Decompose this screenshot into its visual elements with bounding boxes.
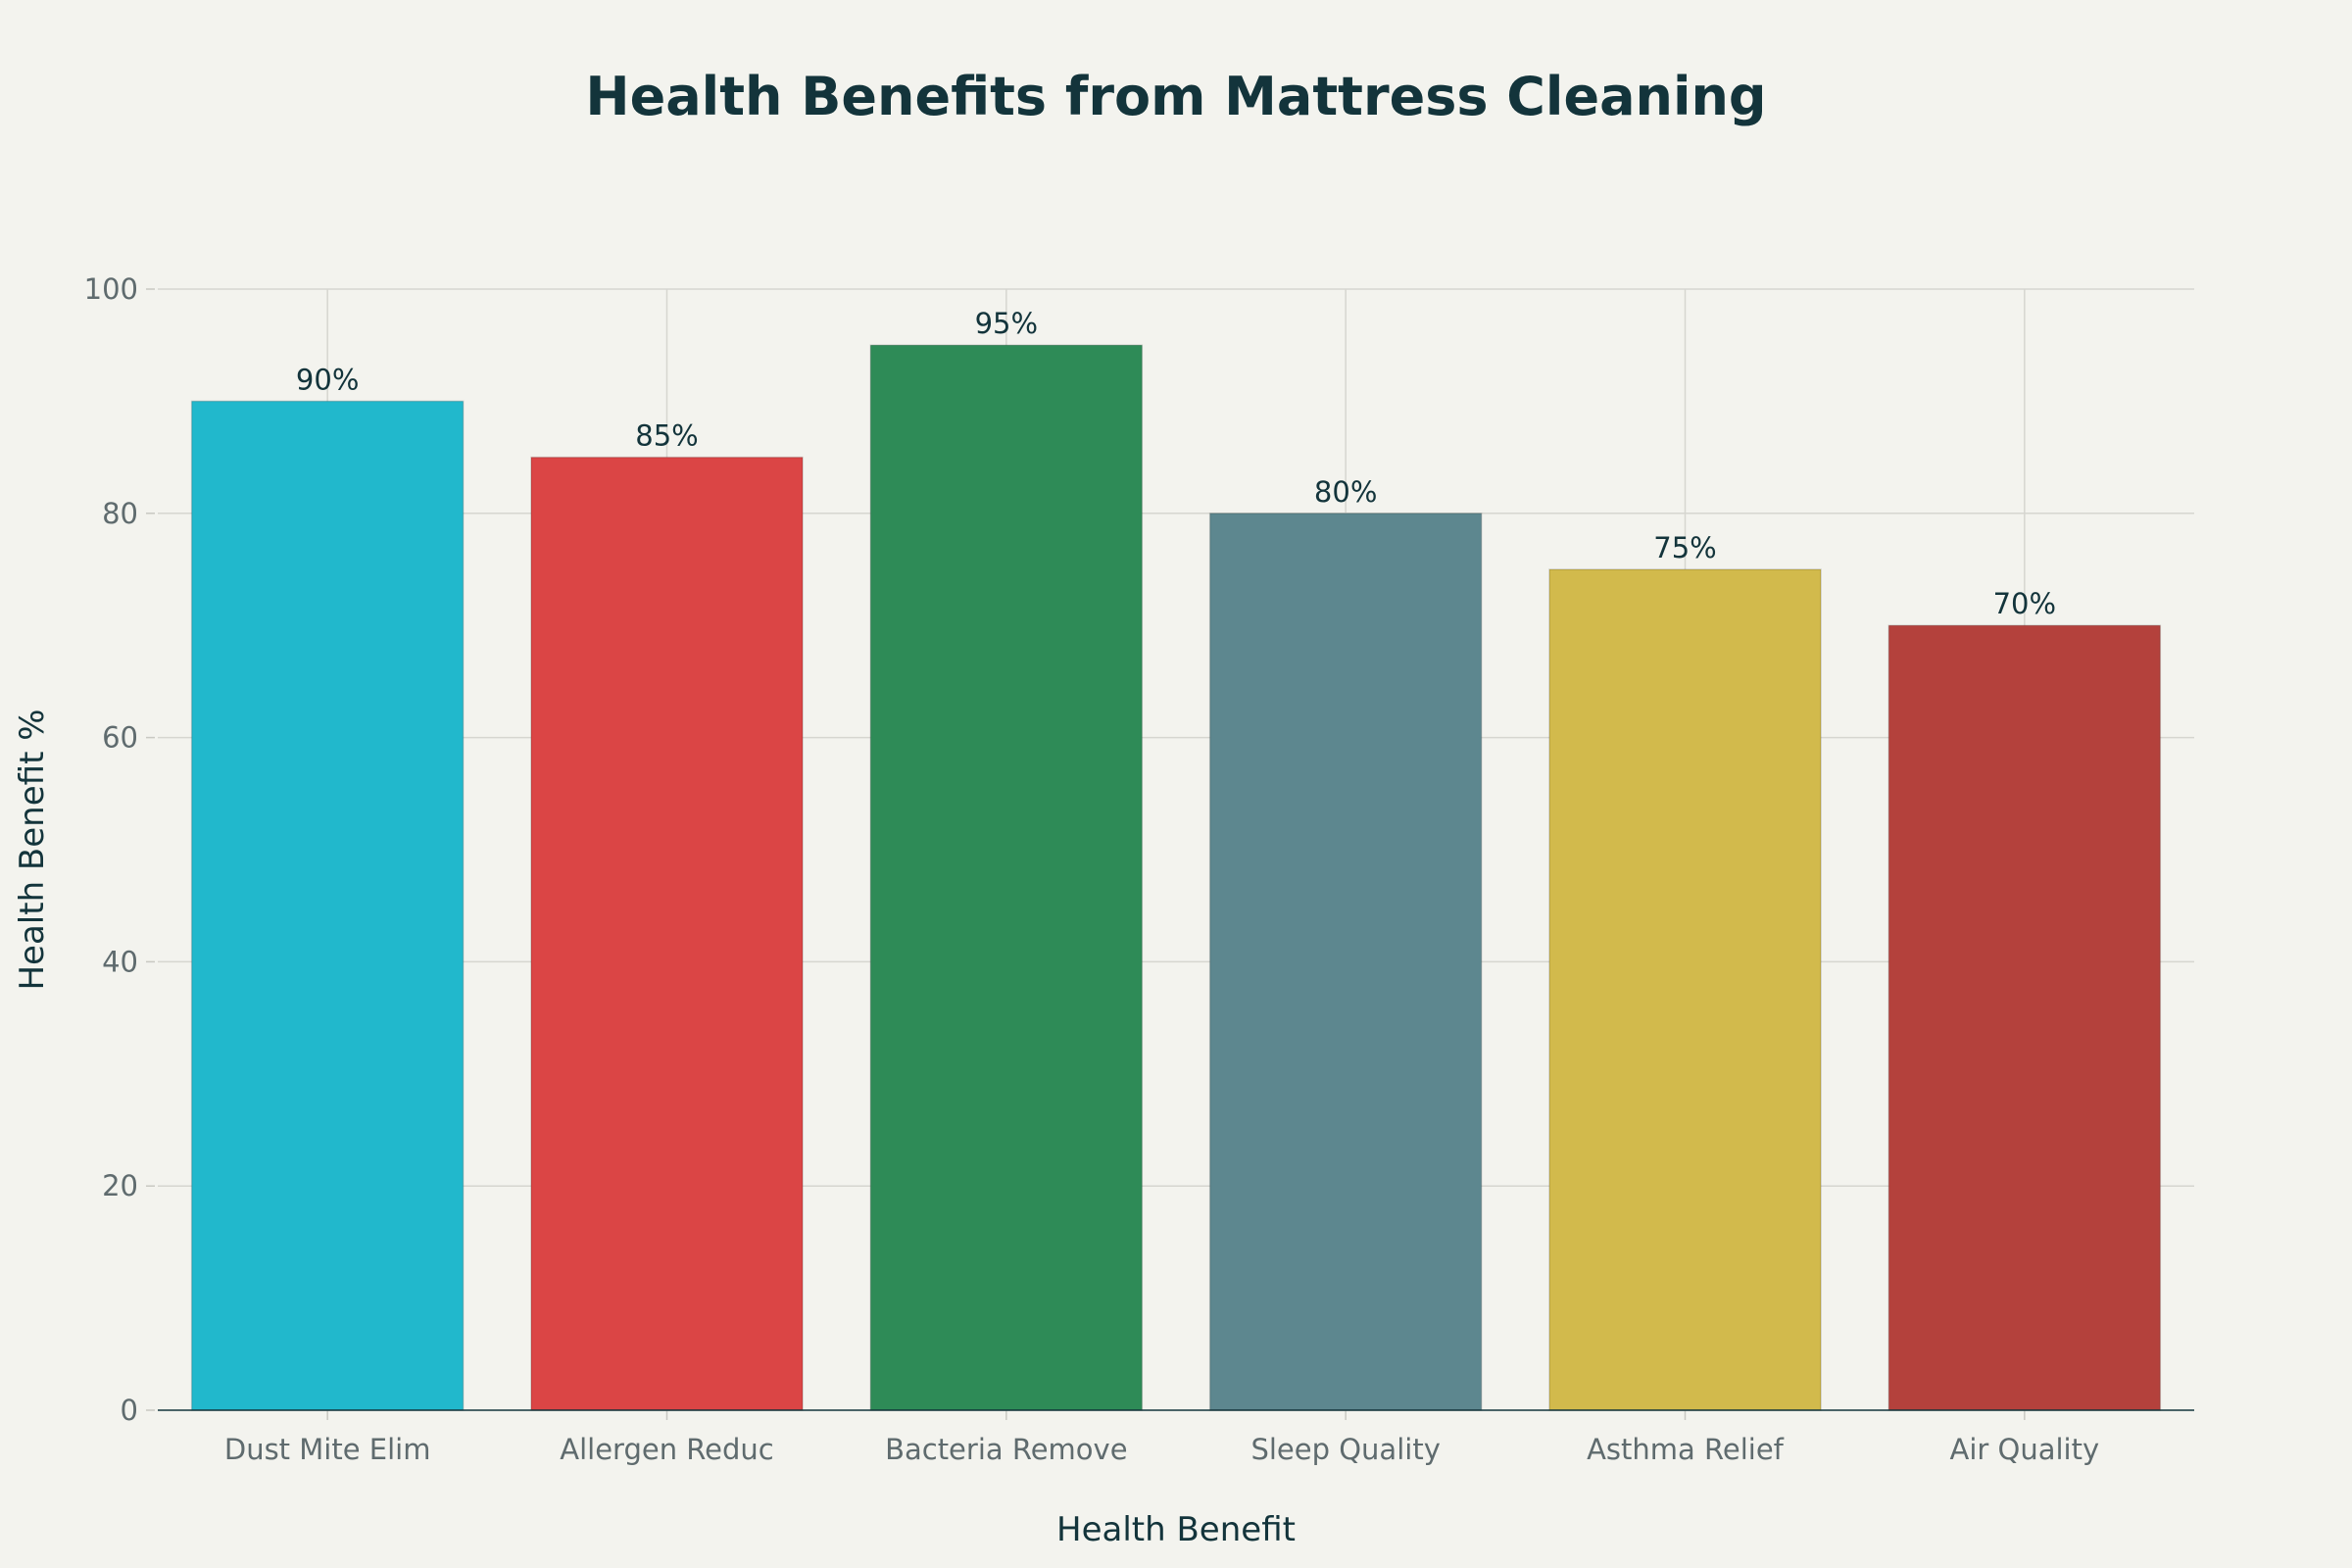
bar-3	[1208, 513, 1483, 1411]
x-tick-label: Bacteria Remove	[885, 1433, 1127, 1466]
chart-title: Health Benefits from Mattress Cleaning	[585, 66, 1766, 127]
bar-data-label: 90%	[296, 363, 359, 396]
bar-data-label: 75%	[1653, 531, 1716, 564]
bar-1	[530, 456, 804, 1411]
bars: 90% 85% 95% 80% 75% 70%	[190, 307, 2162, 1411]
y-tick-label: 20	[102, 1169, 138, 1202]
bar-4	[1548, 568, 1822, 1411]
x-axis-ticks: Dust Mite Elim Allergen Reduc Bacteria Rem…	[224, 1410, 2099, 1466]
bar-data-label: 70%	[1993, 587, 2056, 620]
y-tick-label: 40	[102, 945, 138, 978]
y-tick-label: 60	[102, 721, 138, 755]
x-tick-label: Air Quality	[1949, 1433, 2099, 1466]
bar-data-label: 95%	[975, 307, 1038, 340]
y-axis-title: Health Benefit %	[13, 709, 52, 990]
x-tick-label: Dust Mite Elim	[224, 1433, 431, 1466]
x-tick-label: Asthma Relief	[1587, 1433, 1785, 1466]
bar-data-label: 85%	[635, 419, 698, 453]
y-tick-label: 100	[84, 272, 138, 306]
bar-data-label: 80%	[1314, 475, 1377, 509]
bar-5	[1887, 624, 2162, 1411]
bar-0	[190, 400, 465, 1411]
bar-2	[869, 344, 1144, 1411]
y-axis-ticks: 0 20 40 60 80 100	[84, 272, 155, 1427]
x-axis-title: Health Benefit	[1056, 1510, 1296, 1549]
x-tick-label: Sleep Quality	[1250, 1433, 1440, 1466]
y-tick-label: 0	[121, 1394, 138, 1427]
y-tick-label: 80	[102, 497, 138, 530]
x-tick-label: Allergen Reduc	[560, 1433, 773, 1466]
